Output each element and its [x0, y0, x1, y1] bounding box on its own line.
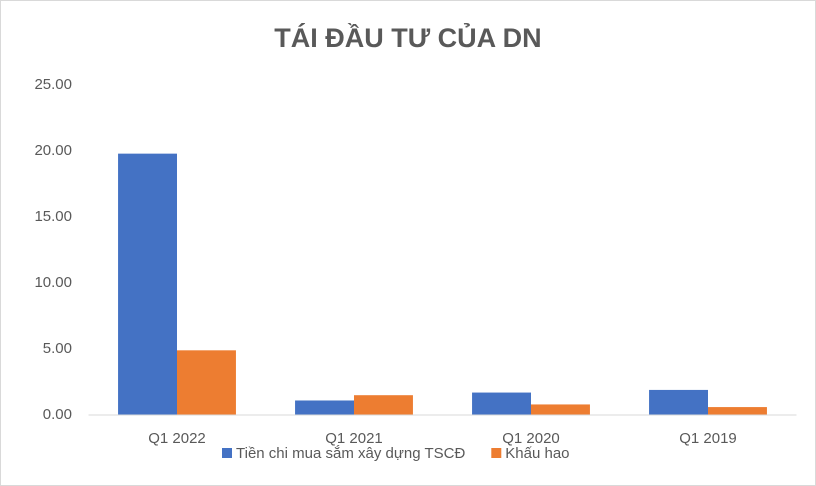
legend-swatch	[222, 448, 232, 458]
x-tick-label: Q1 2022	[148, 430, 206, 447]
legend-label: Tiền chi mua sắm xây dựng TSCĐ	[236, 445, 465, 462]
y-tick-label: 0.00	[43, 406, 72, 423]
y-tick-label: 10.00	[34, 274, 72, 291]
x-tick-label: Q1 2021	[325, 430, 383, 447]
bar	[118, 153, 177, 415]
bar	[649, 389, 708, 415]
legend-label: Khấu hao	[505, 445, 569, 462]
bar	[531, 404, 590, 415]
y-tick-label: 25.00	[34, 76, 72, 93]
legend-swatch	[491, 448, 502, 458]
bar	[177, 350, 236, 415]
bar	[295, 400, 354, 415]
y-tick-label: 5.00	[43, 340, 72, 357]
bar	[472, 392, 531, 415]
y-tick-label: 15.00	[34, 208, 72, 225]
y-tick-label: 20.00	[34, 142, 72, 159]
bar	[354, 395, 413, 415]
x-tick-label: Q1 2020	[502, 430, 560, 447]
x-tick-label: Q1 2019	[679, 430, 737, 447]
chart-title: TÁI ĐẦU TƯ CỦA DN	[274, 21, 541, 53]
bar	[708, 407, 767, 415]
